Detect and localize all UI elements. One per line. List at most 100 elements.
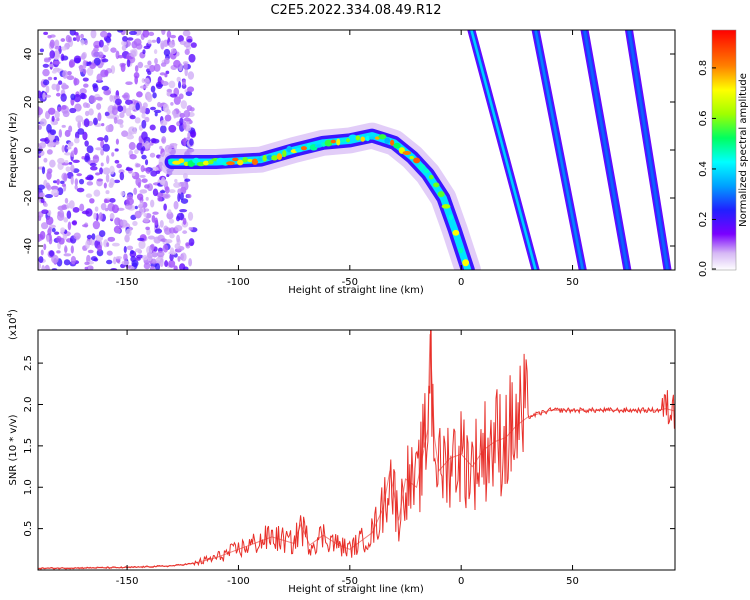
noise-blob	[125, 99, 133, 105]
x-tick-label: 0	[458, 576, 464, 587]
noise-blob	[119, 171, 125, 181]
noise-blob	[58, 129, 63, 138]
noise-blob	[79, 64, 84, 73]
noise-blob	[66, 202, 71, 209]
noise-blob	[38, 184, 45, 190]
main-trace-blob	[336, 138, 341, 146]
noise-blob	[100, 149, 105, 156]
noise-blob	[101, 58, 109, 63]
noise-blob	[179, 192, 184, 201]
noise-blob	[93, 212, 97, 220]
noise-blob	[150, 85, 156, 93]
noise-blob	[51, 254, 59, 264]
noise-blob	[79, 88, 87, 95]
noise-blob	[160, 79, 164, 84]
noise-blob	[41, 267, 47, 270]
noise-blob	[104, 111, 110, 117]
x-tick-label: 0	[458, 277, 464, 288]
noise-blob	[92, 154, 100, 164]
noise-blob	[73, 78, 80, 86]
noise-blob	[115, 138, 119, 145]
noise-blob	[89, 162, 97, 167]
noise-blob	[46, 149, 53, 155]
main-trace-blob	[208, 159, 214, 165]
noise-blob	[99, 30, 108, 38]
noise-blob	[156, 83, 164, 87]
noise-blob	[114, 98, 122, 106]
noise-blob	[168, 259, 176, 268]
noise-blob	[135, 163, 141, 168]
noise-blob	[139, 200, 144, 207]
noise-blob	[43, 31, 49, 36]
noise-blob	[139, 85, 148, 89]
main-trace-blob	[266, 155, 273, 160]
noise-blob	[114, 159, 120, 164]
noise-blob	[88, 61, 92, 65]
noise-blob	[57, 205, 65, 211]
noise-blob	[185, 242, 190, 247]
main-trace-blob	[393, 142, 401, 149]
y-tick-label: 1.0	[23, 479, 34, 495]
y-tick-label: 40	[23, 48, 34, 61]
noise-blob	[93, 189, 101, 197]
noise-blob	[179, 117, 184, 126]
main-trace-blob	[237, 159, 244, 166]
noise-blob	[65, 166, 71, 172]
noise-blob	[69, 107, 77, 114]
noise-blob	[159, 119, 168, 126]
noise-blob	[144, 116, 150, 123]
noise-blob	[51, 189, 59, 197]
noise-blob	[173, 142, 177, 151]
noise-blob	[49, 39, 55, 49]
noise-blob	[103, 134, 109, 143]
colorbar-tick-label: 0.6	[698, 110, 709, 126]
noise-blob	[186, 38, 193, 43]
noise-blob	[128, 142, 136, 151]
noise-blob	[83, 118, 90, 128]
noise-blob	[86, 234, 93, 240]
noise-blob	[188, 53, 196, 63]
noise-blob	[106, 155, 110, 164]
noise-blob	[126, 58, 131, 68]
x-tick-label: -150	[116, 576, 139, 587]
main-trace-blob	[378, 134, 387, 140]
noise-blob	[150, 137, 157, 144]
noise-blob	[153, 63, 161, 72]
noise-blob	[163, 48, 171, 57]
noise-blob	[61, 145, 66, 153]
y-tick-label: 2.5	[23, 355, 34, 371]
noise-blob	[156, 36, 161, 44]
noise-blob	[39, 48, 45, 53]
noise-blob	[83, 83, 89, 88]
noise-blob	[123, 253, 128, 261]
spectrogram-x-ticks: -150 -100 -50 0 50	[116, 30, 579, 288]
y-tick-label: 2.0	[23, 397, 34, 413]
noise-blob	[180, 100, 188, 109]
noise-blob	[152, 92, 157, 99]
noise-blob	[159, 72, 166, 76]
noise-blob	[105, 190, 110, 195]
noise-blob	[122, 35, 128, 42]
noise-blob	[154, 112, 158, 117]
noise-blob	[127, 37, 134, 41]
noise-blob	[70, 176, 74, 185]
y-tick-label: -40	[23, 238, 34, 254]
noise-blob	[176, 76, 181, 83]
snr-frame	[37, 329, 676, 571]
noise-blob	[147, 70, 152, 75]
noise-blob	[98, 39, 104, 48]
noise-blob	[169, 93, 178, 98]
noise-blob	[45, 85, 50, 94]
noise-blob	[101, 85, 110, 91]
noise-blob	[105, 37, 112, 43]
noise-blob	[162, 103, 169, 113]
main-trace-blob	[216, 157, 225, 165]
main-trace-blob	[167, 158, 176, 162]
main-trace-blob	[340, 139, 346, 143]
noise-blob	[134, 65, 139, 73]
main-trace-blob	[282, 150, 287, 158]
snr-multiplier-label: (x104)	[6, 309, 19, 340]
noise-blob	[189, 138, 194, 146]
noise-blob	[99, 167, 104, 175]
noise-blob	[121, 45, 127, 51]
